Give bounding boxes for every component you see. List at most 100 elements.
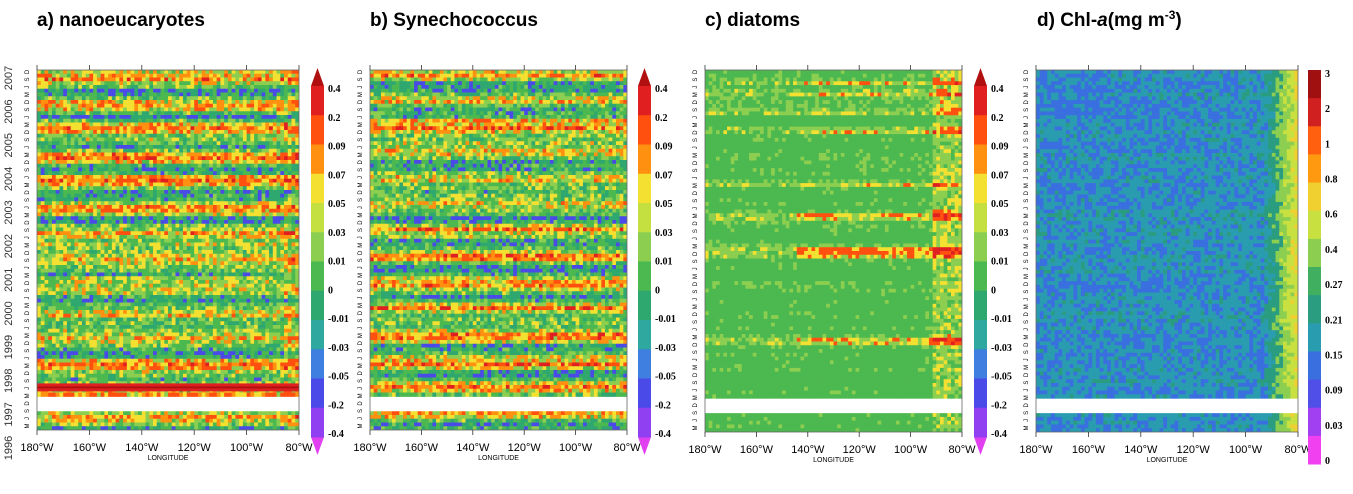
panel-title: a) nanoeucaryotes: [37, 10, 205, 31]
month-label: S: [358, 288, 364, 292]
colorbar-swatch: [311, 203, 324, 233]
anomaly-band-core: [37, 386, 299, 389]
x-tick-label: 80°W: [613, 442, 641, 454]
colorbar-swatch: [311, 407, 324, 438]
heatmap-field: [37, 70, 299, 430]
colorbar-swatch: [311, 378, 324, 409]
colorbar-label: 0.2: [655, 113, 668, 124]
month-label: D: [693, 281, 699, 286]
month-label: M: [25, 333, 31, 338]
year-label: 2006: [3, 99, 15, 123]
month-label: M: [358, 303, 364, 308]
month-label: S: [693, 290, 699, 294]
month-label: J: [358, 206, 364, 209]
year-label: 2005: [3, 133, 15, 157]
month-label: S: [25, 138, 31, 142]
month-label: S: [358, 409, 364, 413]
colorbar-label: 0.2: [991, 113, 1004, 124]
x-tick-label: 160°W: [405, 442, 439, 454]
month-label: J: [693, 298, 699, 301]
year-label: 2004: [3, 167, 15, 191]
panel-title: d) Chl-a(mg m-3): [1037, 8, 1182, 31]
month-label: S: [358, 319, 364, 323]
colorbar-label: -0.2: [328, 400, 344, 411]
x-tick-label: 180°W: [1019, 444, 1053, 456]
month-label: J: [358, 327, 364, 330]
year-label: 2000: [3, 301, 15, 325]
x-tick-label: 180°W: [353, 442, 387, 454]
month-label: D: [25, 340, 31, 345]
month-label: M: [358, 273, 364, 278]
colorbar-swatch: [638, 86, 651, 116]
month-label: J: [693, 419, 699, 422]
colorbar-swatch: [638, 203, 651, 233]
month-label: J: [693, 389, 699, 392]
colorbar-label: 0.03: [991, 228, 1009, 239]
month-label: M: [25, 152, 31, 157]
colorbar-swatch: [311, 349, 324, 379]
colorbar-swatch: [974, 290, 987, 321]
colorbar-swatch: [974, 86, 987, 116]
month-label: J: [1024, 419, 1030, 422]
panel-title-text: b) Synechococcus: [370, 10, 538, 31]
month-label: J: [693, 328, 699, 331]
data-gap: [370, 399, 627, 409]
data-gap: [705, 401, 962, 411]
colorbar-label: 0.03: [1325, 421, 1343, 432]
month-label: M: [25, 243, 31, 248]
colorbar-label: -0.01: [328, 314, 349, 325]
x-tick-label: 140°W: [791, 444, 825, 456]
colorbar-label: 0.01: [655, 257, 673, 268]
month-label: S: [1024, 138, 1030, 142]
year-label: 2002: [3, 234, 15, 258]
month-label: J: [693, 237, 699, 240]
colorbar-label: -0.4: [328, 429, 344, 440]
month-label: S: [25, 258, 31, 262]
colorbar-label: 3: [1325, 69, 1330, 80]
month-label: M: [358, 92, 364, 97]
colorbar-swatch: [974, 115, 987, 145]
month-label: S: [25, 288, 31, 292]
x-tick-label: 180°W: [688, 444, 722, 456]
month-label: J: [358, 266, 364, 269]
month-label: J: [1024, 358, 1030, 361]
colorbar-label: 0.01: [991, 257, 1009, 268]
month-label: M: [1024, 183, 1030, 188]
colorbar-swatch: [974, 173, 987, 204]
month-label: S: [693, 78, 699, 82]
colorbar-swatch: [1308, 126, 1321, 155]
colorbar-label: -0.05: [991, 372, 1012, 383]
month-label: M: [25, 92, 31, 97]
colorbar-swatch: [311, 290, 324, 321]
month-label: M: [693, 153, 699, 158]
colorbar-swatch: [1308, 267, 1321, 296]
month-label: M: [25, 393, 31, 398]
colorbar-swatch: [311, 144, 324, 175]
colorbar-label: 0.2: [328, 113, 341, 124]
colorbar-swatch: [311, 86, 324, 116]
month-label: M: [358, 363, 364, 368]
colorbar-swatch: [1308, 435, 1321, 465]
plot-frame: [1035, 69, 1299, 433]
month-label: D: [358, 190, 364, 195]
x-tick-label: 80°W: [285, 442, 313, 454]
month-label: J: [358, 417, 364, 420]
colorbar-swatch: [311, 320, 324, 350]
colorbar-swatch: [974, 203, 987, 233]
title-part: ): [1175, 10, 1181, 31]
month-label: S: [693, 138, 699, 142]
month-label: M: [693, 335, 699, 340]
year-label: 2003: [3, 200, 15, 224]
colorbar-label: 0.03: [655, 228, 673, 239]
colorbar-label: 0.4: [328, 84, 341, 95]
colorbar-label: 0.07: [991, 170, 1009, 181]
month-label: S: [693, 350, 699, 354]
month-label: J: [25, 236, 31, 239]
month-label: J: [1024, 328, 1030, 331]
colorbar-label: -0.2: [991, 400, 1007, 411]
colorbar-max-arrow: [311, 68, 324, 86]
month-label: D: [1024, 130, 1030, 135]
month-label: M: [693, 274, 699, 279]
month-label: S: [1024, 411, 1030, 415]
month-label: J: [1024, 86, 1030, 89]
